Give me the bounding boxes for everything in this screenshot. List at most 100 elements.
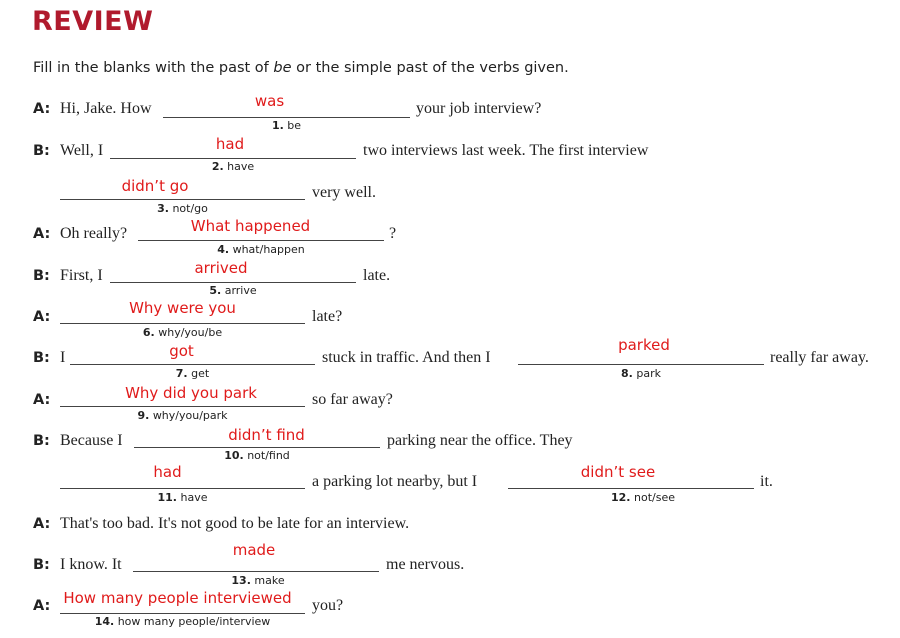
- blank-line: [70, 364, 315, 365]
- hint-verb: park: [636, 367, 661, 380]
- hint-verb: not/see: [634, 491, 675, 504]
- blank-line: [518, 364, 764, 365]
- answer-text[interactable]: didn’t see: [580, 463, 656, 481]
- verb-hint: 10. not/find: [134, 449, 380, 462]
- answer-text[interactable]: parked: [618, 336, 670, 354]
- blank-line: [60, 406, 305, 407]
- instructions-text-end: or the simple past of the verbs given.: [291, 60, 569, 76]
- speaker-label: A:: [33, 226, 51, 242]
- dialogue-text: really far away.: [770, 349, 869, 366]
- hint-verb: make: [254, 574, 285, 587]
- hint-verb: why/you/be: [158, 326, 223, 339]
- answer-text[interactable]: arrived: [194, 259, 248, 277]
- answer-text[interactable]: had: [215, 135, 245, 153]
- dialogue-text: it.: [760, 473, 773, 490]
- answer-text[interactable]: Why were you: [129, 299, 236, 317]
- hint-number: 2.: [211, 160, 224, 173]
- blank-line: [60, 199, 305, 200]
- blank-line: [133, 571, 379, 572]
- speaker-label: A:: [33, 392, 51, 408]
- answer-text[interactable]: What happened: [190, 217, 311, 235]
- verb-hint: 6. why/you/be: [60, 326, 305, 339]
- blank-line: [134, 447, 380, 448]
- dialogue-text: a parking lot nearby, but I: [312, 473, 478, 490]
- hint-verb: what/happen: [232, 243, 305, 256]
- hint-number: 6.: [142, 326, 155, 339]
- answer-text[interactable]: Why did you park: [125, 384, 257, 402]
- dialogue-text: Oh really?: [60, 225, 128, 242]
- hint-number: 5.: [209, 284, 222, 297]
- speaker-label: A:: [33, 598, 51, 614]
- instructions: Fill in the blanks with the past of be o…: [33, 60, 569, 76]
- hint-number: 10.: [224, 449, 244, 462]
- blank-line: [110, 282, 356, 283]
- verb-hint: 7. get: [70, 367, 315, 380]
- verb-hint: 9. why/you/park: [60, 409, 305, 422]
- answer-text[interactable]: didn’t go: [121, 177, 189, 195]
- blank-line: [60, 323, 305, 324]
- dialogue-text: I: [60, 349, 66, 366]
- verb-hint: 3. not/go: [60, 202, 305, 215]
- dialogue-text: I know. It: [60, 556, 122, 573]
- speaker-label: B:: [33, 143, 50, 159]
- hint-number: 7.: [175, 367, 188, 380]
- hint-number: 13.: [231, 574, 251, 587]
- blank-line: [60, 613, 305, 614]
- verb-hint: 4. what/happen: [138, 243, 384, 256]
- blank-line: [110, 158, 356, 159]
- hint-number: 12.: [611, 491, 631, 504]
- answer-text[interactable]: didn’t find: [228, 426, 305, 444]
- dialogue-text: so far away?: [312, 391, 393, 408]
- speaker-label: B:: [33, 268, 50, 284]
- blank-line: [163, 117, 410, 118]
- instructions-text: Fill in the blanks with the past of: [33, 60, 274, 76]
- instructions-emphasis: be: [273, 60, 292, 76]
- dialogue-text: very well.: [312, 184, 376, 201]
- answer-text[interactable]: was: [254, 92, 285, 110]
- speaker-label: B:: [33, 433, 50, 449]
- dialogue-text: two interviews last week. The first inte…: [363, 142, 649, 159]
- verb-hint: 8. park: [518, 367, 764, 380]
- hint-number: 4.: [217, 243, 230, 256]
- dialogue-text: ?: [389, 225, 397, 242]
- dialogue-text: late?: [312, 308, 343, 325]
- hint-verb: be: [287, 119, 302, 132]
- dialogue-text: your job interview?: [416, 100, 542, 117]
- dialogue-text: First, I: [60, 267, 103, 284]
- dialogue-text: That's too bad. It's not good to be late…: [60, 515, 410, 532]
- hint-number: 9.: [137, 409, 150, 422]
- speaker-label: B:: [33, 350, 50, 366]
- verb-hint: 13. make: [133, 574, 383, 587]
- speaker-label: A:: [33, 309, 51, 325]
- answer-text[interactable]: had: [153, 463, 182, 481]
- hint-verb: have: [180, 491, 208, 504]
- page-title: REVIEW: [32, 6, 154, 37]
- speaker-label: B:: [33, 557, 50, 573]
- hint-number: 3.: [157, 202, 169, 215]
- speaker-label: A:: [33, 101, 51, 117]
- hint-verb: how many people/interview: [117, 615, 271, 628]
- answer-text[interactable]: How many people interviewed: [63, 589, 292, 607]
- dialogue-text: late.: [363, 267, 391, 284]
- hint-verb: get: [191, 367, 210, 380]
- verb-hint: 11. have: [60, 491, 305, 504]
- verb-hint: 14. how many people/interview: [60, 615, 305, 628]
- hint-verb: why/you/park: [152, 409, 228, 422]
- answer-text[interactable]: got: [169, 342, 194, 360]
- hint-verb: not/find: [247, 449, 290, 462]
- verb-hint: 5. arrive: [110, 284, 356, 297]
- verb-hint: 12. not/see: [508, 491, 778, 504]
- hint-number: 8.: [621, 367, 633, 380]
- blank-line: [60, 488, 305, 489]
- hint-number: 11.: [157, 491, 178, 504]
- verb-hint: 1. be: [163, 119, 410, 132]
- dialogue-text: Well, I: [60, 142, 104, 159]
- verb-hint: 2. have: [110, 160, 356, 173]
- hint-verb: have: [227, 160, 255, 173]
- dialogue-text: parking near the office. They: [387, 432, 573, 449]
- dialogue-text: stuck in traffic. And then I: [322, 349, 491, 366]
- blank-line: [138, 240, 384, 241]
- answer-text[interactable]: made: [232, 541, 276, 559]
- speaker-label: A:: [33, 516, 51, 532]
- hint-verb: arrive: [224, 284, 257, 297]
